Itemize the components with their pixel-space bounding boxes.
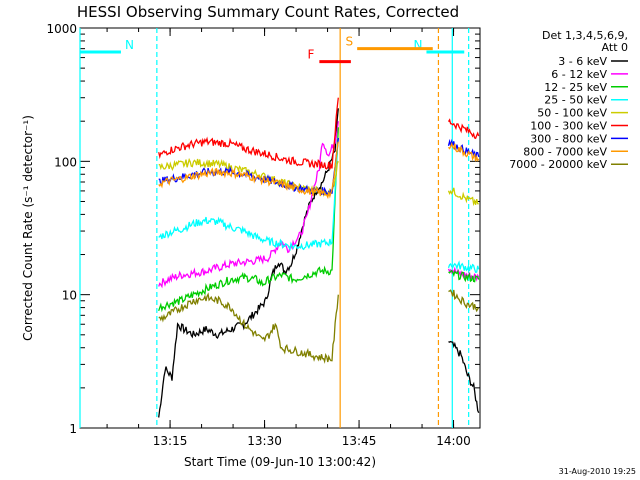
x-axis: 13:15 13:30 13:45 14:00 bbox=[106, 28, 471, 448]
series-line bbox=[447, 260, 480, 274]
attenuator-state-lines bbox=[79, 28, 470, 428]
series-line bbox=[158, 121, 339, 289]
x-tick-label: 14:00 bbox=[436, 434, 471, 448]
legend-entry: 12 - 25 keV bbox=[544, 81, 607, 94]
series-line bbox=[158, 292, 339, 364]
series-line bbox=[158, 127, 339, 313]
legend-entry: 6 - 12 keV bbox=[551, 68, 607, 81]
y-tick-label: 100 bbox=[54, 155, 77, 169]
y-tick-label: 10 bbox=[62, 289, 77, 303]
y-axis: 1 10 100 1000 bbox=[46, 22, 480, 436]
legend-entry: 100 - 300 keV bbox=[530, 120, 607, 133]
series-line bbox=[448, 142, 480, 162]
observing-flag-bars: N NFS bbox=[80, 35, 465, 64]
series-line bbox=[448, 340, 480, 414]
series-line bbox=[448, 269, 480, 283]
series-line bbox=[158, 141, 339, 200]
legend-entry: 800 - 7000 keV bbox=[523, 145, 607, 158]
series-line bbox=[158, 137, 339, 252]
y-tick-label: 1000 bbox=[46, 22, 77, 36]
y-tick-label: 1 bbox=[69, 422, 77, 436]
legend-header: Det 1,3,4,5,6,9, bbox=[542, 29, 628, 42]
x-tick-label: 13:15 bbox=[153, 434, 188, 448]
legend-entry: 50 - 100 keV bbox=[537, 107, 607, 120]
flag-bar-label: N bbox=[125, 38, 134, 52]
flag-bar-label: N bbox=[413, 38, 422, 52]
series-line bbox=[448, 289, 480, 313]
legend-entry: 25 - 50 keV bbox=[544, 94, 607, 107]
flag-bar-label: S bbox=[346, 35, 354, 49]
series-line bbox=[158, 157, 339, 198]
legend-entry: 7000 - 20000 keV bbox=[509, 158, 607, 171]
chart-title: HESSI Observing Summary Count Rates, Cor… bbox=[77, 3, 459, 21]
flag-bar-label: F bbox=[307, 48, 314, 62]
legend-entry: 300 - 800 keV bbox=[530, 132, 607, 145]
x-tick-label: 13:45 bbox=[342, 434, 377, 448]
x-axis-label: Start Time (09-Jun-10 13:00:42) bbox=[184, 455, 376, 469]
footer-timestamp: 31-Aug-2010 19:25 bbox=[559, 467, 636, 476]
series-line bbox=[158, 97, 339, 170]
legend-entry: 3 - 6 keV bbox=[558, 55, 607, 68]
x-tick-label: 13:30 bbox=[247, 434, 282, 448]
series-line bbox=[447, 187, 479, 207]
series-line bbox=[447, 118, 480, 140]
legend-header: Att 0 bbox=[602, 41, 628, 54]
series-lines bbox=[158, 97, 480, 418]
y-axis-label: Corrected Count Rate (s⁻¹ detector⁻¹) bbox=[21, 115, 35, 341]
